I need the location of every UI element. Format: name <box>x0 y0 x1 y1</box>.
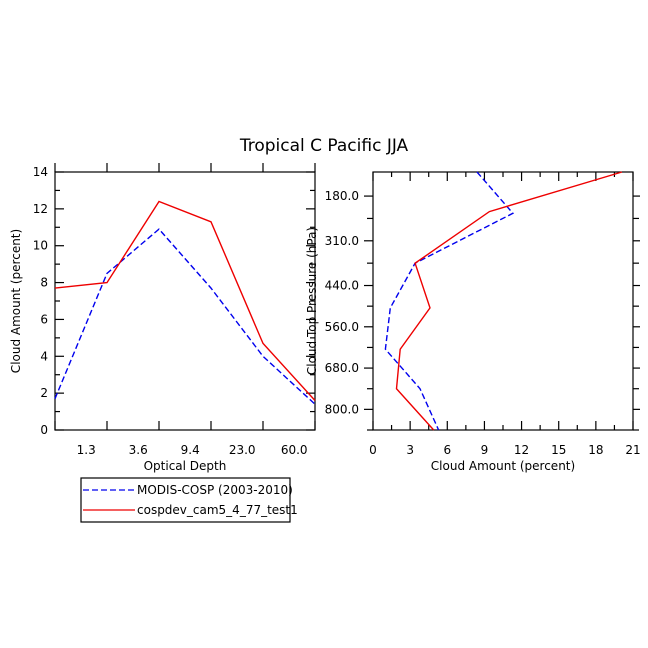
panel2-xtick-label: 9 <box>481 443 489 457</box>
panel1-ytick-label: 6 <box>40 312 48 326</box>
panel2-xtick-label: 12 <box>514 443 529 457</box>
panel2-ytick-label: 440.0 <box>325 279 359 293</box>
panel1-xtick-label: 1.3 <box>77 443 96 457</box>
panel2-series <box>384 171 623 431</box>
panel1-xtick-label: 3.6 <box>129 443 148 457</box>
panel2-ylabel: Cloud Top Pressure (hPa) <box>305 227 319 375</box>
panel2-ticks: 0 3 6 9 12 15 18 21 180.0 310.0 440.0 560.0 680.0 800… <box>325 172 641 457</box>
panel2-ytick-label: 800.0 <box>325 402 359 416</box>
panel2-line-modis <box>384 171 515 431</box>
panel2-xtick-label: 18 <box>588 443 603 457</box>
panel1-ytick-label: 0 <box>40 423 48 437</box>
panel1-ylabel: Cloud Amount (percent) <box>9 229 23 373</box>
panel-pressure-profile: 0 3 6 9 12 15 18 21 180.0 310.0 440.0 560.0 680.0 800… <box>305 171 641 473</box>
panel2-line-cosp <box>395 171 623 431</box>
panel1-line-cosp <box>54 200 316 401</box>
panel-optical-depth: 0 2 4 6 8 10 12 14 1.3 3.6 9.4 23.0 60.0 Optical Dep… <box>9 163 316 473</box>
panel2-ytick-label: 180.0 <box>325 189 359 203</box>
panel2-ytick-label: 310.0 <box>325 234 359 248</box>
panel2-xtick-label: 3 <box>406 443 414 457</box>
panel2-frame <box>372 171 634 431</box>
panel1-ytick-label: 14 <box>33 165 48 179</box>
legend-label-cosp: cospdev_cam5_4_77_test1 <box>137 503 298 517</box>
panel2-xlabel: Cloud Amount (percent) <box>431 459 575 473</box>
panel1-ytick-label: 4 <box>40 349 48 363</box>
panel1-xlabel: Optical Depth <box>144 459 227 473</box>
panel2-xtick-label: 6 <box>443 443 451 457</box>
panel2-xtick-label: 0 <box>369 443 377 457</box>
legend-label-modis: MODIS-COSP (2003-2010) <box>137 483 293 497</box>
panel1-ytick-label: 10 <box>33 239 48 253</box>
panel2-ytick-label: 680.0 <box>325 361 359 375</box>
panel2-ytick-label: 560.0 <box>325 320 359 334</box>
panel1-series <box>54 200 316 405</box>
panel1-ytick-label: 2 <box>40 386 48 400</box>
legend: MODIS-COSP (2003-2010) cospdev_cam5_4_77… <box>80 477 298 523</box>
panel2-xtick-label: 21 <box>625 443 640 457</box>
panel1-ytick-label: 8 <box>40 276 48 290</box>
chart-title: Tropical C Pacific JJA <box>239 136 409 156</box>
panel1-line-modis <box>54 228 316 405</box>
panel1-ticks: 0 2 4 6 8 10 12 14 1.3 3.6 9.4 23.0 60.0 <box>33 163 316 457</box>
panel1-xtick-label: 23.0 <box>229 443 256 457</box>
panel1-xtick-label: 60.0 <box>281 443 308 457</box>
legend-box <box>80 477 291 523</box>
panel1-frame <box>54 171 316 431</box>
panel1-xtick-label: 9.4 <box>181 443 200 457</box>
panel1-ytick-label: 12 <box>33 202 48 216</box>
panel2-xtick-label: 15 <box>551 443 566 457</box>
